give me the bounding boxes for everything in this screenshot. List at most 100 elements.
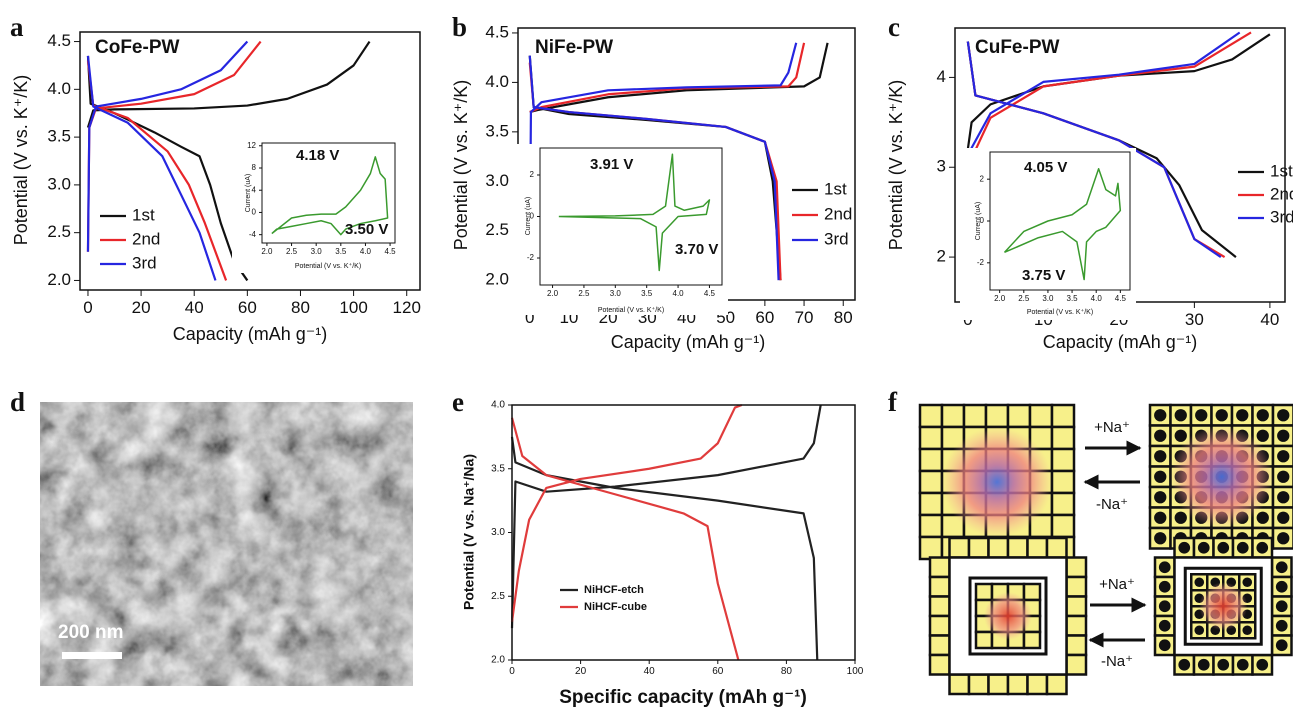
- x-axis-label: Capacity (mAh g⁻¹): [1043, 332, 1198, 352]
- data-line: [528, 42, 798, 281]
- lattice-cell: [987, 673, 1010, 696]
- ion: [1154, 470, 1167, 483]
- lattice-cell: [1065, 595, 1088, 618]
- x-tick-label: 40: [644, 666, 656, 677]
- charge-map: [1170, 425, 1273, 528]
- x-axis-label: Specific capacity (mAh g⁻¹): [559, 687, 807, 708]
- legend-label: 1st: [1270, 161, 1293, 180]
- y-axis-label: Potential (V vs. K⁺/K): [451, 80, 471, 251]
- reaction-label: -Na⁺: [1101, 653, 1133, 670]
- x-tick-label: 80: [781, 666, 793, 677]
- panel-label: c: [888, 12, 900, 42]
- lattice-cell: [928, 653, 951, 676]
- chart-title: CuFe-PW: [975, 37, 1060, 58]
- lattice-cell: [940, 403, 966, 429]
- scale-bar-label: 200 nm: [58, 622, 123, 643]
- ion: [1275, 580, 1288, 593]
- x-tick-label: 60: [238, 298, 257, 317]
- ion: [1215, 409, 1228, 422]
- lattice-cell: [948, 673, 971, 696]
- lattice-cell: [1045, 673, 1068, 696]
- y-tick-label: -4: [249, 230, 257, 239]
- y-tick-label: -2: [527, 253, 535, 262]
- y-tick-label: 2.5: [491, 591, 505, 602]
- data-line: [1003, 167, 1122, 281]
- x-tick-label: 3.5: [335, 247, 347, 256]
- ion: [1275, 639, 1288, 652]
- lattice-cell: [987, 536, 1010, 559]
- y-tick-label: 3.0: [491, 527, 505, 538]
- ion: [1154, 429, 1167, 442]
- diagram: +Na⁺ -Na⁺ +Na⁺ -Na⁺: [918, 403, 1293, 696]
- lattice-cell: [962, 403, 988, 429]
- y-tick-label: 2.0: [491, 655, 505, 666]
- x-tick-label: 0: [83, 298, 92, 317]
- sem-texture: [40, 402, 413, 686]
- annotation: 3.50 V: [345, 221, 388, 238]
- ion: [1277, 511, 1290, 524]
- y-tick-label: 4: [252, 185, 257, 194]
- x-tick-label: 100: [847, 666, 864, 677]
- x-tick-label: 20: [575, 666, 587, 677]
- data-line: [86, 40, 249, 281]
- annotation: 3.75 V: [1022, 267, 1065, 284]
- chart: 2.0 2.5 3.0 3.5 4.0 4.5 -4 0 4 8 12 Potential (V vs…: [232, 139, 401, 273]
- x-tick-label: 3.5: [641, 289, 653, 298]
- ion: [1275, 561, 1288, 574]
- lattice-cell: [1050, 447, 1076, 473]
- ion: [1154, 450, 1167, 463]
- y-tick-label: 0: [530, 212, 535, 221]
- x-tick-label: 4.0: [1091, 294, 1103, 303]
- lattice-cell: [928, 614, 951, 637]
- y-tick-label: 3.0: [485, 171, 509, 190]
- lattice-cell: [1065, 614, 1088, 637]
- y-axis-label: Current (uA): [525, 197, 532, 236]
- y-tick-label: 2: [530, 170, 535, 179]
- ion: [1277, 532, 1290, 545]
- data-line: [510, 403, 743, 661]
- x-tick-label: 2.5: [578, 289, 590, 298]
- x-tick-label: 2.5: [286, 247, 298, 256]
- inset-background: [232, 139, 401, 273]
- x-tick-label: 80: [291, 298, 310, 317]
- x-tick-label: 2.0: [261, 247, 273, 256]
- lattice-cell: [918, 513, 944, 539]
- plot-frame: [511, 404, 856, 661]
- legend-label: 1st: [132, 205, 155, 224]
- panel-label: a: [10, 12, 24, 42]
- lattice-cell: [918, 425, 944, 451]
- legend-label: 3rd: [132, 253, 157, 272]
- x-tick-label: 3.0: [610, 289, 622, 298]
- lattice-cell: [948, 536, 971, 559]
- x-tick-label: 30: [1185, 310, 1204, 329]
- y-tick-label: 2.5: [47, 222, 71, 241]
- lattice-cell: [918, 469, 944, 495]
- legend-label: 2nd: [1270, 184, 1293, 203]
- reaction-label: -Na⁺: [1096, 496, 1128, 513]
- lattice-cell: [1006, 673, 1029, 696]
- lattice-cell: [1006, 536, 1029, 559]
- x-tick-label: 4.0: [673, 289, 685, 298]
- y-axis-label: Potential (V vs. Na⁺/Na): [461, 454, 477, 610]
- x-tick-label: 20: [132, 298, 151, 317]
- panel-label: d: [10, 387, 25, 417]
- y-tick-label: 12: [247, 141, 256, 150]
- ion: [1277, 409, 1290, 422]
- y-axis-label: Potential (V vs. K⁺/K): [11, 75, 31, 246]
- ion: [1178, 541, 1191, 554]
- ion: [1275, 619, 1288, 632]
- lattice-cell: [967, 536, 990, 559]
- y-tick-label: 4.0: [491, 400, 505, 411]
- ion: [1236, 541, 1249, 554]
- y-axis-label: Current (uA): [975, 202, 982, 241]
- lattice-cell: [928, 595, 951, 618]
- x-axis-label: Potential (V vs. K⁺/K): [295, 262, 361, 270]
- reaction-label: +Na⁺: [1099, 576, 1135, 593]
- data-line: [510, 404, 822, 661]
- x-tick-label: 4.0: [360, 247, 372, 256]
- y-tick-label: 2.0: [485, 270, 509, 289]
- ion: [1154, 511, 1167, 524]
- x-tick-label: 4.5: [385, 247, 397, 256]
- ion: [1277, 470, 1290, 483]
